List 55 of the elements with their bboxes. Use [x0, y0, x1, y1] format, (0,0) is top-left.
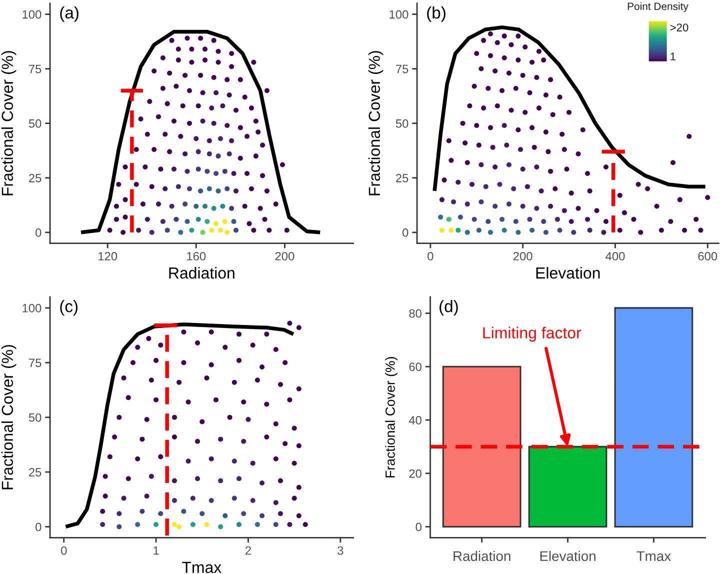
x-tick-label: 0 — [428, 252, 434, 260]
x-tick-label: Tmax — [636, 551, 671, 562]
line-series — [79, 30, 322, 234]
y-tick-label: 100 — [390, 10, 408, 19]
y-tick-label: 100 — [22, 10, 42, 19]
y-axis-title: Fractional Cover (%) — [1, 51, 16, 196]
x-tick-label: 3 — [338, 546, 344, 555]
y-tick-label: 50 — [28, 119, 42, 128]
bar — [442, 366, 522, 528]
chart-title: (b) — [427, 6, 446, 22]
x-axis-title: Radiation — [169, 266, 234, 279]
bar — [528, 446, 608, 528]
y-tick-label: 100 — [22, 304, 42, 312]
x-tick-label: Radiation — [454, 550, 510, 562]
x-tick-label: 200 — [513, 252, 532, 260]
bar — [614, 307, 694, 528]
y-tick-label: 75 — [396, 64, 408, 74]
annotation: Limiting factor — [483, 326, 582, 342]
annotation: >20 — [670, 24, 688, 32]
chart-title: (a) — [60, 6, 78, 22]
y-tick-label: 25 — [29, 468, 42, 476]
x-tick-label: 200 — [275, 252, 294, 260]
x-tick-label: 120 — [98, 252, 118, 260]
annotation: 1 — [670, 52, 676, 60]
x-tick-label: 400 — [606, 252, 625, 260]
x-axis-title: Tmax — [182, 562, 222, 574]
y-tick-label: 20 — [409, 469, 422, 478]
x-tick-label: 0 — [61, 546, 67, 555]
y-tick-label: 0 — [402, 228, 408, 237]
line-series — [64, 322, 296, 529]
x-tick-label: 600 — [698, 252, 718, 260]
x-tick-label: 160 — [187, 252, 206, 260]
y-tick-label: 80 — [409, 309, 422, 318]
x-tick-label: 1 — [154, 546, 159, 555]
y-tick-label: 60 — [409, 362, 422, 372]
y-tick-label: 40 — [408, 416, 422, 424]
y-axis-title: Fractional Cover (%) — [385, 357, 398, 478]
line-series — [432, 25, 708, 193]
y-axis-title: Fractional Cover (%) — [368, 51, 384, 196]
x-axis-title: Elevation — [536, 266, 600, 279]
y-tick-label: 0 — [36, 228, 42, 237]
y-tick-label: 25 — [29, 174, 42, 182]
y-tick-label: 75 — [29, 64, 42, 74]
chart-title: (c) — [60, 300, 78, 316]
y-tick-label: 50 — [28, 413, 42, 422]
y-tick-label: 75 — [29, 358, 42, 368]
x-tick-label: Elevation — [540, 550, 596, 562]
x-tick-label: 2 — [246, 546, 251, 555]
color-bar-title: Point Density — [628, 2, 688, 12]
y-tick-label: 50 — [396, 119, 408, 128]
chart-title: (d) — [440, 300, 458, 316]
y-tick-label: 25 — [396, 174, 408, 182]
y-axis-title: Fractional Cover (%) — [1, 345, 16, 490]
y-tick-label: 0 — [36, 522, 42, 532]
y-tick-label: 0 — [416, 522, 422, 532]
